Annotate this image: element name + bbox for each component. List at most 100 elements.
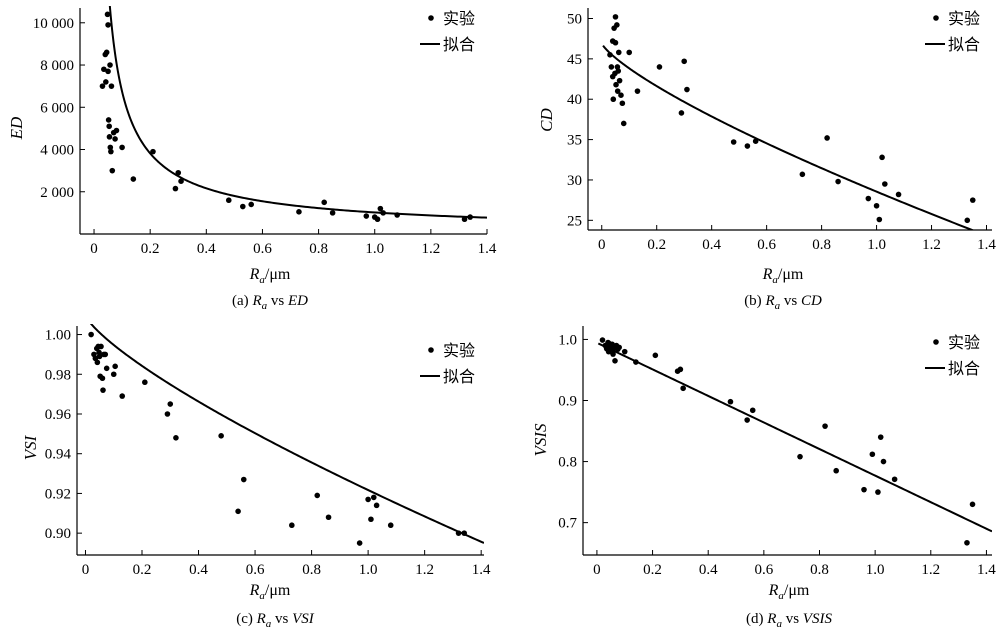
data-point [877,434,884,440]
fit-curve [602,45,975,230]
data-point [727,398,734,405]
data-point [677,366,684,373]
data-point [895,191,902,198]
data-point [822,423,828,429]
caption-prefix: (c) [236,611,256,627]
caption-prefix: (b) [744,293,765,309]
x-axis-label-sub: a [259,274,265,286]
x-tick-label: 1.4 [472,562,491,578]
data-point [461,216,468,223]
caption-prefix: (a) [232,293,252,309]
data-point [799,171,806,178]
data-point [175,169,182,176]
x-axis-label: Ra/μm [249,266,291,286]
data-point [744,417,750,423]
y-axis-ticks: 0.90 0.92 0.94 0.96 0.98 1.00 [45,328,82,542]
data-point [626,49,633,56]
data-point [612,14,619,20]
x-tick-label: 0.8 [812,237,831,253]
x-axis-label-var: R [768,582,779,599]
data-point [612,358,618,364]
data-point [108,148,114,155]
caption: (c) Ra vs VSI [236,611,315,630]
data-point [875,489,881,495]
y-tick-label: 8 000 [40,58,74,74]
data-point [365,496,371,503]
legend-point-marker [428,347,434,353]
data-point [103,49,110,56]
x-tick-label: 0.2 [133,562,152,578]
x-axis-ticks: 0 0.2 0.4 0.6 0.8 1.0 1.2 1.4 [82,550,491,578]
y-tick-label: 0.7 [558,516,577,532]
y-axis-label: VSI [21,434,40,460]
legend-points-label: 实验 [948,333,980,352]
data-point [373,502,380,509]
data-point [103,79,109,85]
data-point [467,214,473,220]
data-point [104,11,111,18]
x-tick-label: 0 [90,241,98,257]
data-point [680,385,686,392]
data-point [314,492,321,499]
data-point [619,100,626,107]
data-point [608,64,615,70]
data-point [797,453,803,460]
data-point [891,476,898,483]
x-tick-label: 0.6 [253,241,272,257]
legend-line-label: 拟合 [443,367,475,386]
data-point [101,66,107,73]
caption-prefix: (d) [746,611,767,627]
y-tick-label: 1.00 [45,328,71,344]
data-point [107,62,113,68]
x-axis-label-sub: a [778,590,784,602]
data-point [610,351,616,357]
legend-line-label: 拟合 [948,359,980,378]
y-tick-label: 0.9 [558,394,577,410]
data-point [240,203,246,210]
data-point [873,202,880,209]
x-tick-label: 1.4 [478,241,497,257]
caption-var: ED [287,293,308,309]
x-axis-label-var: R [762,266,773,283]
x-axis-label: Ra/μm [762,266,804,286]
data-point [105,68,111,75]
data-point [96,353,103,360]
y-tick-label: 6 000 [40,100,74,116]
x-tick-label: 1.4 [977,237,996,253]
data-point [615,68,622,74]
x-tick-label: 1.4 [977,562,996,578]
data-point [616,344,622,351]
data-point [289,522,295,529]
caption-r: R [766,611,776,627]
data-point [964,217,971,224]
data-point [380,210,386,216]
legend-points-label: 实验 [948,9,980,28]
data-point [173,435,179,441]
y-tick-label: 0.94 [45,447,72,463]
y-axis-ticks: 2 000 4 000 6 000 8 000 10 000 [33,16,85,201]
data-point [218,433,224,439]
data-point [109,167,116,174]
x-tick-label: 1.0 [359,562,378,578]
data-point [374,216,381,223]
data-point [455,530,462,536]
caption-r: R [256,611,266,627]
y-tick-label: 2 000 [40,185,74,201]
legend: 实验 拟合 [420,9,475,54]
caption-r: R [251,293,261,309]
y-axis-ticks: 0.7 0.8 0.9 1.0 [558,332,588,532]
data-point [969,501,976,508]
data-point [363,213,370,219]
data-point [103,365,110,372]
data-point [325,514,332,521]
x-tick-label: 1.2 [415,562,434,578]
data-point [621,348,628,355]
y-axis-label: VSIS [531,423,550,457]
caption-mid: vs [271,611,292,627]
data-point [879,154,885,161]
data-point [119,144,125,151]
y-axis-label: CD [537,107,556,131]
x-tick-label: 1.2 [922,237,941,253]
y-tick-label: 0.92 [45,486,71,502]
legend: 实验 拟合 [925,333,980,378]
